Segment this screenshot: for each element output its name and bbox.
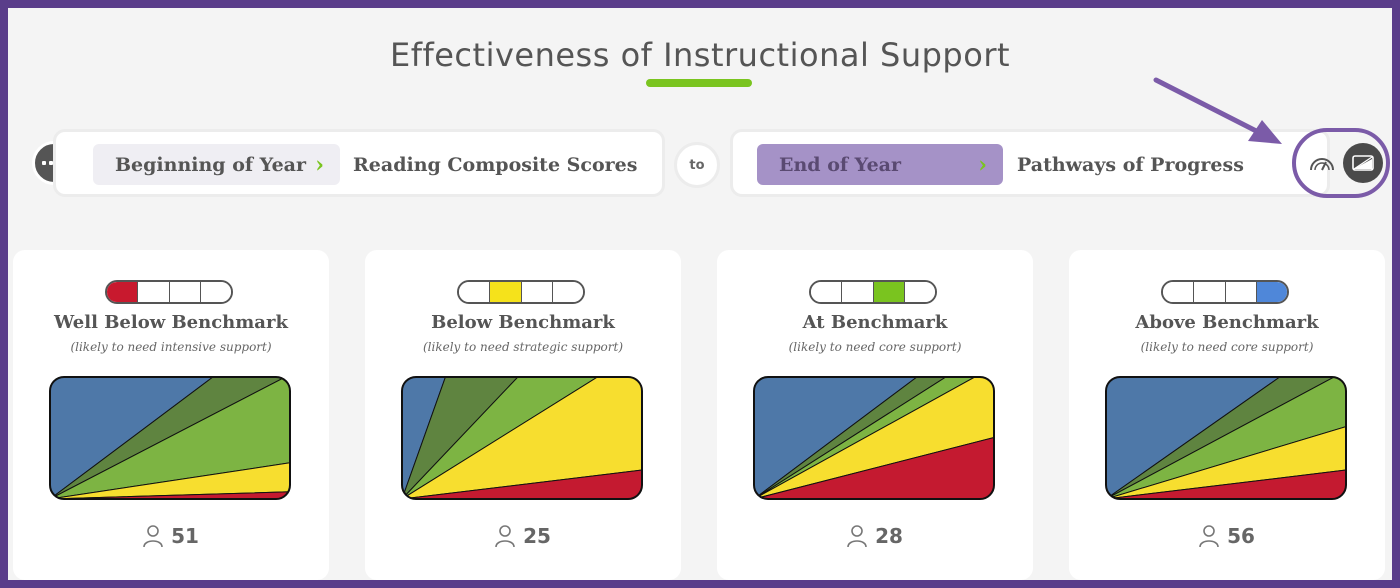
chevron-right-icon: › bbox=[315, 151, 324, 178]
from-measure-label[interactable]: Reading Composite Scores bbox=[353, 153, 638, 176]
pathways-fan-chart bbox=[1105, 376, 1347, 500]
gauge-view-button[interactable] bbox=[1305, 150, 1339, 176]
student-count: 25 bbox=[365, 524, 681, 548]
benchmark-card-below[interactable]: Below Benchmark (likely to need strategi… bbox=[365, 250, 681, 580]
person-icon bbox=[847, 525, 867, 548]
card-title: Above Benchmark bbox=[1135, 312, 1319, 333]
fan-chart-border bbox=[401, 376, 643, 500]
student-count: 28 bbox=[717, 524, 1033, 548]
chart-icon bbox=[1352, 155, 1374, 171]
chart-view-button[interactable] bbox=[1343, 143, 1383, 183]
title-underline bbox=[646, 79, 752, 87]
count-value: 28 bbox=[875, 524, 903, 548]
benchmark-level-meter bbox=[809, 280, 937, 304]
gauge-icon bbox=[1310, 158, 1334, 171]
card-title: Below Benchmark bbox=[431, 312, 615, 333]
person-icon bbox=[495, 525, 515, 548]
count-value: 51 bbox=[171, 524, 199, 548]
fan-chart-border bbox=[1105, 376, 1347, 500]
benchmark-card-well-below[interactable]: Well Below Benchmark (likely to need int… bbox=[13, 250, 329, 580]
to-measure-label[interactable]: Pathways of Progress bbox=[1017, 153, 1244, 176]
person-icon bbox=[1199, 525, 1219, 548]
card-title: Well Below Benchmark bbox=[54, 312, 288, 333]
pathways-fan-chart bbox=[753, 376, 995, 500]
fan-chart-border bbox=[753, 376, 995, 500]
benchmark-card-above[interactable]: Above Benchmark (likely to need core sup… bbox=[1069, 250, 1385, 580]
report-frame: Effectiveness of Instructional Support B… bbox=[8, 8, 1392, 580]
from-period-label: Beginning of Year bbox=[115, 153, 306, 176]
card-subtitle: (likely to need strategic support) bbox=[422, 340, 623, 354]
count-value: 25 bbox=[523, 524, 551, 548]
fan-chart-border bbox=[49, 376, 291, 500]
to-period-pill[interactable]: End of Year › bbox=[757, 144, 1003, 185]
card-title: At Benchmark bbox=[802, 312, 948, 333]
to-connector: to bbox=[674, 142, 720, 188]
pathways-fan-chart bbox=[401, 376, 643, 500]
to-selector[interactable]: End of Year › Pathways of Progress bbox=[730, 129, 1330, 197]
pathway-wedge-red bbox=[50, 491, 290, 499]
person-icon bbox=[143, 525, 163, 548]
pathways-fan-chart bbox=[49, 376, 291, 500]
pathway-wedge-red bbox=[754, 436, 994, 499]
view-toggle-highlight bbox=[1292, 128, 1390, 198]
benchmark-card-at[interactable]: At Benchmark (likely to need core suppor… bbox=[717, 250, 1033, 580]
card-subtitle: (likely to need intensive support) bbox=[70, 340, 272, 354]
from-selector[interactable]: Beginning of Year › Reading Composite Sc… bbox=[53, 129, 665, 197]
card-subtitle: (likely to need core support) bbox=[788, 340, 962, 354]
benchmark-level-meter bbox=[105, 280, 233, 304]
page-title: Effectiveness of Instructional Support bbox=[389, 36, 1011, 74]
benchmark-level-meter bbox=[457, 280, 585, 304]
from-period-pill[interactable]: Beginning of Year › bbox=[93, 144, 340, 185]
chevron-right-icon: › bbox=[978, 151, 987, 178]
pathway-wedge-red bbox=[402, 469, 642, 499]
to-period-label: End of Year bbox=[779, 153, 901, 176]
student-count: 56 bbox=[1069, 524, 1385, 548]
card-subtitle: (likely to need core support) bbox=[1140, 340, 1314, 354]
count-value: 56 bbox=[1227, 524, 1255, 548]
benchmark-level-meter bbox=[1161, 280, 1289, 304]
pathway-wedge-red bbox=[1106, 469, 1346, 499]
student-count: 51 bbox=[13, 524, 329, 548]
